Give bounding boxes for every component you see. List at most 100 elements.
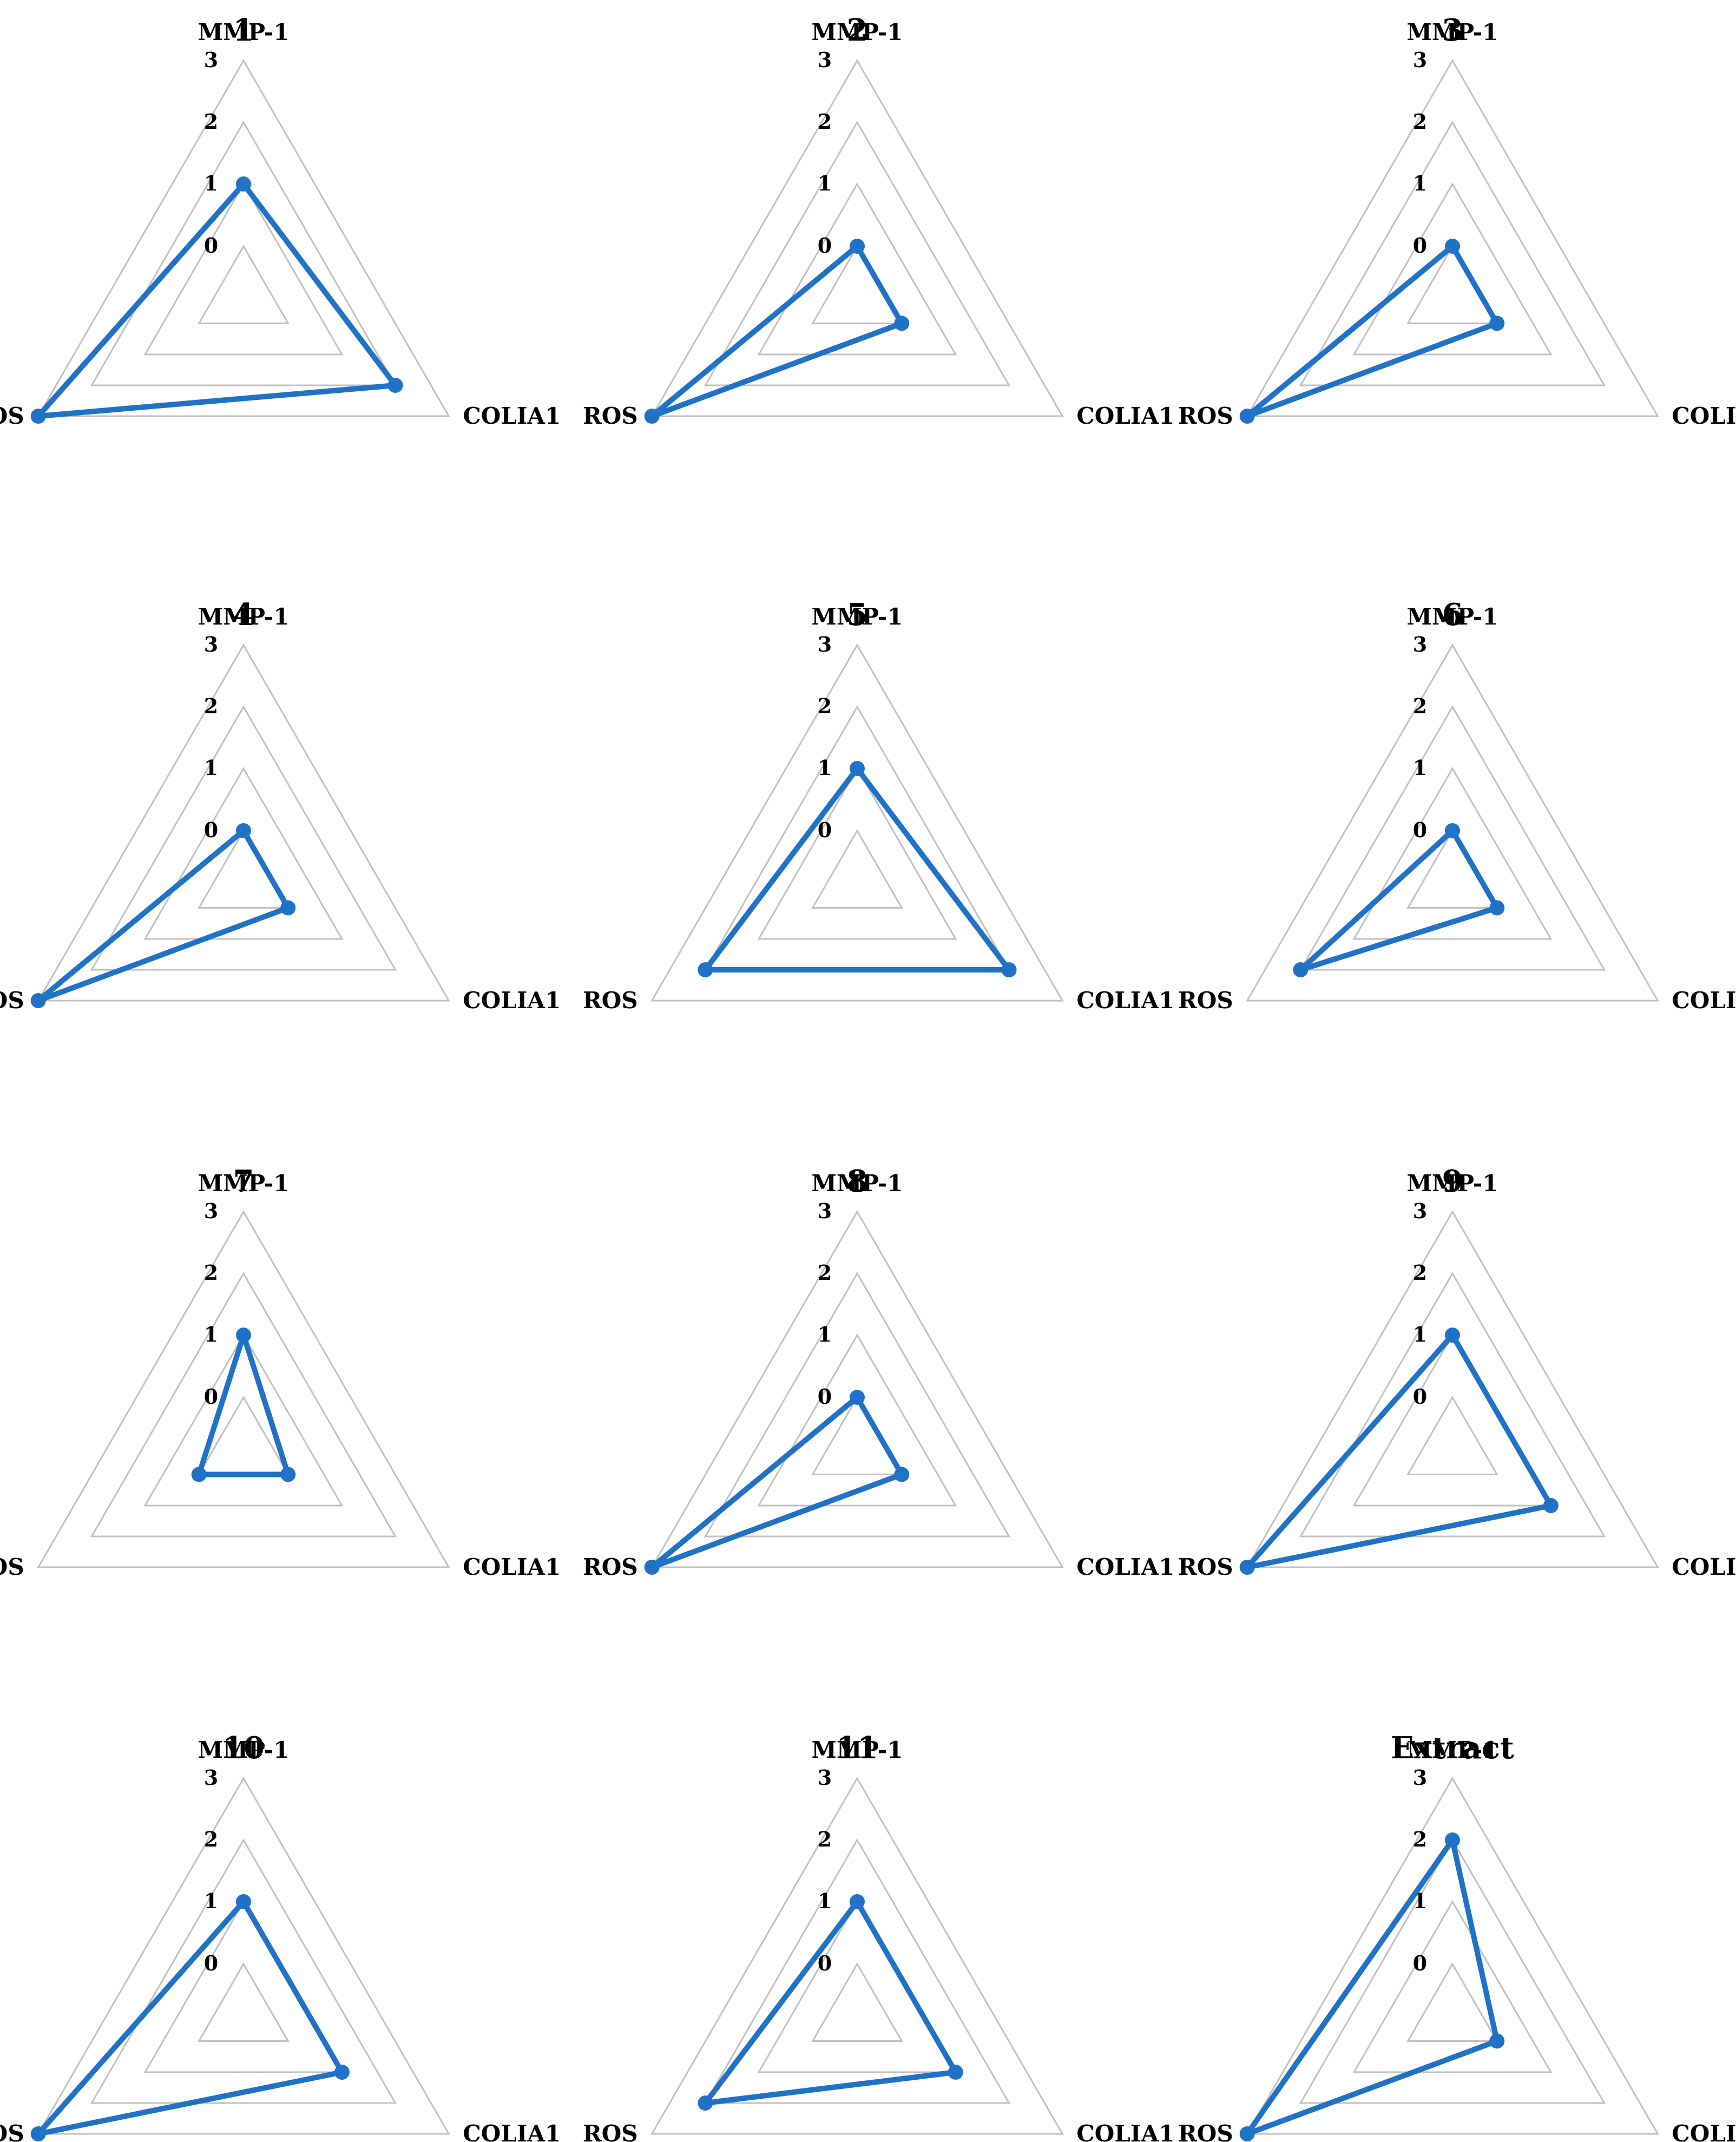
series-line bbox=[35, 828, 291, 1003]
tick-label: 3 bbox=[1413, 632, 1427, 656]
grid-ring-1 bbox=[757, 1900, 957, 2073]
panel-title: 5 bbox=[847, 597, 868, 633]
panel-title: 10 bbox=[222, 1730, 265, 1766]
grid-ring-0 bbox=[811, 1396, 903, 1475]
data-point-mmp1 bbox=[236, 823, 251, 838]
series-line bbox=[35, 181, 398, 419]
grid-ring-2 bbox=[90, 121, 397, 386]
data-point-ros bbox=[644, 1560, 660, 1575]
grid-ring-0 bbox=[811, 245, 903, 324]
axis-label-mmp1: MMP-1 bbox=[812, 19, 903, 45]
grid-ring-1 bbox=[757, 182, 957, 356]
axis-label-mmp1: MMP-1 bbox=[198, 603, 290, 630]
grid-ring-2 bbox=[703, 1838, 1011, 2104]
grid-ring-1 bbox=[143, 767, 344, 940]
axis-label-colia1: COLIA1 bbox=[1672, 1554, 1736, 1580]
axis-label-ros: ROS bbox=[583, 1554, 638, 1580]
tick-label: 1 bbox=[1413, 755, 1427, 780]
grid-ring-0 bbox=[1406, 1962, 1498, 2042]
series-line bbox=[35, 1899, 345, 2137]
data-point-mmp1 bbox=[1445, 823, 1460, 838]
grid-ring-2 bbox=[1299, 1838, 1606, 2104]
grid-ring-2 bbox=[703, 1272, 1011, 1537]
axis-label-mmp1: MMP-1 bbox=[198, 19, 290, 45]
axis-label-ros: ROS bbox=[583, 403, 638, 429]
axis-label-mmp1: MMP-1 bbox=[1407, 603, 1498, 630]
tick-label: 2 bbox=[1413, 1827, 1427, 1851]
data-point-mmp1 bbox=[1445, 239, 1460, 254]
panel-title: Extract bbox=[1391, 1730, 1514, 1766]
grid-ring-2 bbox=[1299, 1272, 1606, 1537]
panel-title: 7 bbox=[233, 1164, 254, 1199]
tick-label: 1 bbox=[818, 171, 832, 195]
tick-label: 0 bbox=[818, 1384, 832, 1409]
axis-label-colia1: COLIA1 bbox=[1672, 2120, 1736, 2142]
data-point-colia1 bbox=[334, 2065, 350, 2080]
data-point-colia1 bbox=[894, 1467, 910, 1482]
grid-ring-3 bbox=[650, 1776, 1064, 2135]
axis-label-mmp1: MMP-1 bbox=[812, 1170, 903, 1197]
data-point-mmp1 bbox=[236, 176, 251, 192]
panel-title: 2 bbox=[847, 12, 868, 48]
data-point-ros bbox=[1239, 1560, 1255, 1575]
axis-label-colia1: COLIA1 bbox=[1672, 403, 1736, 429]
data-point-ros bbox=[1293, 962, 1308, 977]
data-point-ros bbox=[30, 409, 46, 424]
data-point-ros bbox=[698, 962, 713, 977]
grid-ring-3 bbox=[37, 643, 450, 1002]
series-line bbox=[702, 1899, 958, 2106]
series-line bbox=[702, 766, 1012, 973]
data-point-colia1 bbox=[894, 316, 910, 331]
axis-label-ros: ROS bbox=[583, 987, 638, 1014]
tick-label: 2 bbox=[204, 1260, 218, 1285]
panel-title: 1 bbox=[233, 12, 254, 48]
data-point-ros bbox=[1239, 409, 1255, 424]
data-point-colia1 bbox=[948, 2065, 963, 2080]
tick-label: 3 bbox=[818, 1199, 832, 1223]
data-point-ros bbox=[1239, 2126, 1255, 2141]
axis-label-mmp1: MMP-1 bbox=[812, 603, 903, 630]
grid-ring-3 bbox=[1246, 58, 1659, 417]
tick-label: 3 bbox=[204, 1199, 218, 1223]
tick-label: 2 bbox=[818, 109, 832, 134]
grid-ring-3 bbox=[37, 1776, 450, 2135]
axis-label-mmp1: MMP-1 bbox=[1407, 1737, 1498, 1763]
data-point-mmp1 bbox=[236, 1894, 251, 1909]
data-point-colia1 bbox=[280, 900, 296, 916]
series-line bbox=[1244, 244, 1500, 419]
data-point-mmp1 bbox=[1445, 1832, 1460, 1848]
tick-label: 0 bbox=[204, 1951, 218, 1975]
grid-ring-0 bbox=[198, 829, 290, 909]
axis-label-colia1: COLIA1 bbox=[463, 987, 561, 1014]
axis-label-colia1: COLIA1 bbox=[1076, 2120, 1174, 2142]
grid-ring-3 bbox=[650, 58, 1064, 417]
tick-label: 1 bbox=[204, 1889, 218, 1913]
grid-ring-1 bbox=[1352, 767, 1553, 940]
axis-label-ros: ROS bbox=[1178, 2120, 1233, 2142]
data-point-colia1 bbox=[387, 378, 403, 393]
tick-label: 2 bbox=[1413, 109, 1427, 134]
data-point-colia1 bbox=[1543, 1498, 1559, 1513]
grid-ring-1 bbox=[757, 1333, 957, 1507]
radar-panel-1: 1 0 1 2 3 MMP-1 COLIA1 ROS bbox=[0, 12, 561, 429]
tick-label: 1 bbox=[204, 171, 218, 195]
grid-ring-2 bbox=[703, 705, 1011, 971]
axis-label-ros: ROS bbox=[0, 2120, 24, 2142]
tick-label: 1 bbox=[818, 755, 832, 780]
tick-label: 0 bbox=[204, 233, 218, 258]
axis-label-mmp1: MMP-1 bbox=[1407, 1170, 1498, 1197]
grid-ring-1 bbox=[1352, 182, 1553, 356]
tick-label: 0 bbox=[204, 818, 218, 842]
grid-ring-2 bbox=[1299, 121, 1606, 386]
grid-ring-3 bbox=[650, 643, 1064, 1002]
data-point-colia1 bbox=[1489, 316, 1505, 331]
grid-ring-3 bbox=[1246, 1210, 1659, 1568]
grid-ring-0 bbox=[811, 1962, 903, 2042]
